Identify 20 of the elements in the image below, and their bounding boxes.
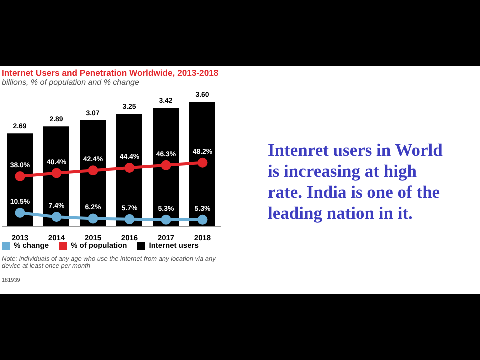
point	[88, 166, 98, 176]
chart-title: Internet Users and Penetration Worldwide, 2013-2018	[2, 68, 220, 78]
text: Intenret users in World is increasing at high rate. India is one of the leading nation in it.	[268, 140, 444, 224]
bar	[190, 102, 216, 227]
point	[15, 171, 26, 182]
point	[52, 212, 62, 222]
bar	[153, 108, 179, 227]
bar	[44, 126, 70, 227]
point	[124, 162, 135, 173]
point	[198, 158, 208, 168]
bar	[7, 134, 33, 227]
point	[124, 214, 135, 224]
point	[198, 214, 208, 225]
bar	[116, 114, 142, 227]
chart-subtitle: billions, % of population and % change	[2, 78, 140, 87]
point	[161, 214, 172, 225]
point	[161, 160, 172, 170]
point	[52, 168, 62, 178]
point	[88, 214, 98, 224]
point	[15, 208, 26, 218]
